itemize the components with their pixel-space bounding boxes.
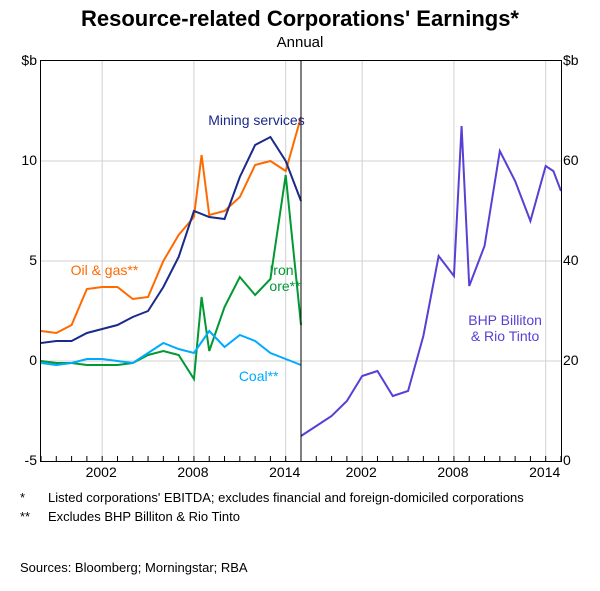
footnote-mark: *: [20, 490, 48, 507]
y-unit-right: $b: [563, 52, 595, 68]
chart-title: Resource-related Corporations' Earnings*: [0, 0, 600, 32]
footnote-mark: **: [20, 509, 48, 526]
x-tick: 2014: [265, 464, 305, 480]
x-tick: 2002: [81, 464, 121, 480]
footnote-text: Excludes BHP Billiton & Rio Tinto: [48, 509, 580, 526]
footnote-1: * Listed corporations' EBITDA; excludes …: [20, 490, 580, 507]
x-tick: 2002: [341, 464, 381, 480]
y-tick-left: 5: [5, 252, 37, 268]
chart-subtitle: Annual: [0, 32, 600, 51]
y-unit-left: $b: [5, 52, 37, 68]
y-tick-right: 60: [563, 152, 595, 168]
y-tick-right: 20: [563, 352, 595, 368]
series-label: BHP Billiton& Rio Tinto: [468, 312, 542, 344]
y-tick-right: 40: [563, 252, 595, 268]
series-label: Ironore**: [269, 262, 300, 294]
sources: Sources: Bloomberg; Morningstar; RBA: [20, 560, 248, 575]
footnotes: * Listed corporations' EBITDA; excludes …: [20, 490, 580, 528]
footnote-text: Listed corporations' EBITDA; excludes fi…: [48, 490, 580, 507]
series-label: Coal**: [239, 368, 279, 384]
series-label: Oil & gas**: [71, 262, 139, 278]
x-tick: 2014: [525, 464, 565, 480]
series-label: Mining services: [208, 112, 304, 128]
y-tick-left: -5: [5, 452, 37, 468]
y-tick-left: 10: [5, 152, 37, 168]
x-tick: 2008: [433, 464, 473, 480]
y-tick-right: 0: [563, 452, 595, 468]
y-tick-left: 0: [5, 352, 37, 368]
x-tick: 2008: [173, 464, 213, 480]
footnote-2: ** Excludes BHP Billiton & Rio Tinto: [20, 509, 580, 526]
